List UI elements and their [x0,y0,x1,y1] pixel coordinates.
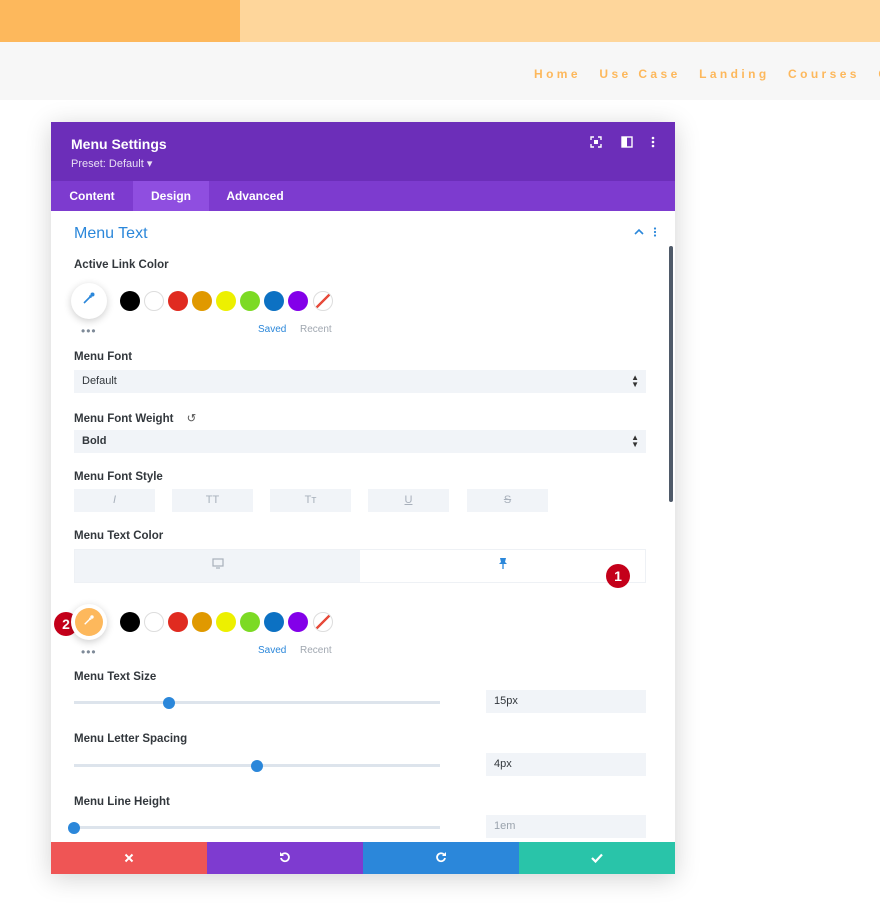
menu-text-size-input[interactable]: 15px [486,690,646,713]
menu-settings-modal: Menu Settings Preset: Default ▾ Content … [51,122,675,874]
nav-link-co[interactable]: Co [878,67,880,81]
recent-tab[interactable]: Recent [300,324,332,335]
capitalize-button[interactable]: Tт [270,489,351,512]
active-link-color-picker[interactable] [71,283,107,319]
tab-bar: Content Design Advanced [51,181,675,211]
pin-icon [499,558,507,569]
top-bar-accent [0,0,240,42]
cancel-button[interactable] [51,842,207,874]
undo-button[interactable] [207,842,363,874]
state-tabs [74,549,646,583]
nav-link-use-case[interactable]: Use Case [599,67,681,81]
desktop-tab[interactable] [75,550,360,582]
menu-letter-spacing-handle[interactable] [251,760,263,772]
more-options-icon[interactable]: ••• [81,645,97,659]
menu-text-size-label: Menu Text Size [74,671,157,683]
undo-icon [280,852,290,863]
scrollbar[interactable] [669,246,673,502]
swatch-yellow[interactable] [216,291,236,311]
menu-line-height-slider[interactable] [74,826,440,829]
menu-line-height-handle[interactable] [68,822,80,834]
desktop-icon [211,558,224,569]
sticky-tab[interactable] [361,550,645,582]
nav-links: Home Use Case Landing Courses Co [534,65,880,83]
menu-font-value: Default [82,375,117,387]
modal-footer [51,842,675,874]
menu-letter-spacing-label: Menu Letter Spacing [74,733,188,745]
section-more-icon[interactable] [653,226,657,240]
strikethrough-button[interactable]: S [467,489,548,512]
swatch-black[interactable] [120,612,140,632]
columns-icon[interactable] [619,136,635,152]
menu-text-color-label: Menu Text Color [74,530,164,542]
step-badge-1: 1 [606,564,630,588]
menu-font-select[interactable]: Default ▲ ▼ [74,370,646,393]
swatch-orange[interactable] [192,291,212,311]
swatch-orange[interactable] [192,612,212,632]
top-bar [0,0,880,42]
swatch-purple[interactable] [288,291,308,311]
menu-text-size-slider[interactable] [74,701,440,704]
redo-button[interactable] [363,842,519,874]
swatch-purple[interactable] [288,612,308,632]
select-arrows-icon: ▲ ▼ [631,373,639,389]
swatch-green[interactable] [240,291,260,311]
menu-font-weight-value: Bold [82,435,107,447]
reset-icon[interactable]: ↺ [186,413,197,425]
swatch-green[interactable] [240,612,260,632]
saved-tab[interactable]: Saved [258,645,287,656]
more-vertical-icon[interactable] [645,136,661,152]
menu-font-label: Menu Font [74,351,133,363]
swatch-red[interactable] [168,291,188,311]
modal-header: Menu Settings Preset: Default ▾ [51,122,675,181]
modal-title: Menu Settings [71,136,167,152]
site-navbar: Home Use Case Landing Courses Co [0,42,880,100]
more-options-icon[interactable]: ••• [81,324,97,338]
save-button[interactable] [519,842,675,874]
underline-button[interactable]: U [368,489,449,512]
uppercase-button[interactable]: TT [172,489,253,512]
recent-tab[interactable]: Recent [300,645,332,656]
check-icon [591,853,603,864]
swatch-red[interactable] [168,612,188,632]
menu-text-color-picker[interactable] [71,604,107,640]
tab-content[interactable]: Content [69,189,115,203]
eyedropper-icon [82,292,96,309]
swatch-blue[interactable] [264,291,284,311]
swatch-none[interactable] [313,612,333,632]
menu-letter-spacing-input[interactable]: 4px [486,753,646,776]
nav-link-landing[interactable]: Landing [699,67,770,81]
menu-text-size-handle[interactable] [163,697,176,709]
swatch-black[interactable] [120,291,140,311]
italic-button[interactable]: I [74,489,155,512]
preset-dropdown[interactable]: Preset: Default ▾ [71,158,153,170]
menu-line-height-input[interactable]: 1em [486,815,646,838]
nav-link-courses[interactable]: Courses [788,67,860,81]
saved-tab[interactable]: Saved [258,324,287,335]
chevron-up-icon[interactable] [634,226,647,240]
nav-link-home[interactable]: Home [534,67,581,81]
section-title[interactable]: Menu Text [74,225,148,242]
menu-line-height-label: Menu Line Height [74,796,170,808]
active-link-color-label: Active Link Color [74,259,169,271]
select-arrows-icon: ▲ ▼ [631,433,639,449]
swatch-white[interactable] [144,612,164,632]
tab-advanced[interactable]: Advanced [226,189,284,203]
focus-icon[interactable] [588,136,604,152]
tab-design[interactable]: Design [133,181,209,211]
swatch-blue[interactable] [264,612,284,632]
menu-font-weight-label-text: Menu Font Weight [74,413,174,425]
close-icon [124,853,134,863]
redo-icon [436,852,446,863]
section-controls [634,226,657,240]
swatch-yellow[interactable] [216,612,236,632]
menu-font-weight-label: Menu Font Weight ↺ [74,411,196,425]
eyedropper-icon [75,608,103,636]
menu-font-weight-select[interactable]: Bold ▲ ▼ [74,430,646,453]
swatch-none[interactable] [313,291,333,311]
menu-font-style-label: Menu Font Style [74,471,163,483]
swatch-white[interactable] [144,291,164,311]
